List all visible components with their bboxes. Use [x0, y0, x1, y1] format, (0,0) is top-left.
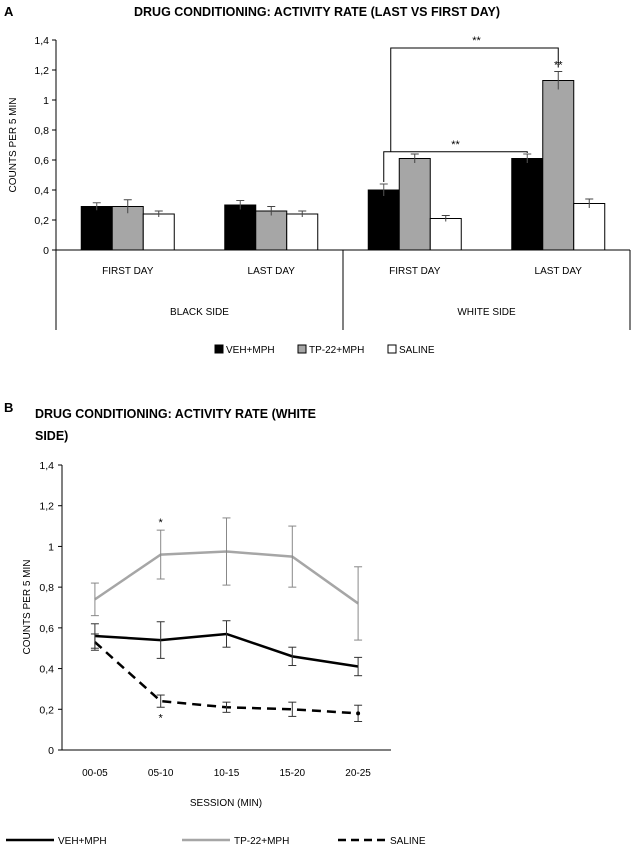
panel-b-x-axis: 00-05 05-10 10-15 15-20 20-25: [62, 749, 391, 779]
bar: [111, 206, 144, 251]
panel-a-significance: ** ** **: [383, 35, 563, 182]
panel-b-legend: VEH+MPH TP-22+MPH SALINE: [6, 836, 426, 847]
group-label: WHITE SIDE: [457, 307, 516, 318]
legend-label: VEH+MPH: [58, 836, 107, 847]
y-tick-label: 0,6: [39, 623, 54, 635]
panel-a-legend: VEH+MPH TP-22+MPH SALINE: [214, 344, 435, 356]
panel-b-title-line-2: SIDE): [35, 429, 68, 443]
panel-b-y-axis: 0 0,2 0,4 0,6 0,8 1 1,2 1,4: [39, 460, 63, 757]
bar: [367, 189, 400, 251]
bar: [255, 210, 288, 251]
legend-swatch: [387, 344, 397, 354]
bar: [429, 218, 462, 251]
y-tick-label: 0: [48, 745, 54, 757]
y-tick-label: 1,2: [39, 501, 54, 513]
x-tick-label: 00-05: [82, 768, 108, 779]
y-tick-label: 0,2: [34, 215, 49, 227]
legend-swatch: [297, 344, 307, 354]
y-tick-label: 0,6: [34, 155, 49, 167]
group-label: BLACK SIDE: [170, 307, 229, 318]
y-tick-label: 0,4: [39, 664, 54, 676]
bar: [511, 158, 544, 251]
significance-mark: **: [472, 35, 481, 47]
legend-label: SALINE: [390, 836, 426, 847]
bar: [542, 80, 575, 251]
legend-label: VEH+MPH: [226, 345, 275, 356]
category-label: FIRST DAY: [102, 266, 154, 277]
bar: [142, 213, 175, 251]
y-tick-label: 0,8: [39, 582, 54, 594]
y-tick-label: 0: [43, 245, 49, 257]
legend-label: TP-22+MPH: [234, 836, 289, 847]
significance-mark: **: [451, 139, 460, 151]
x-tick-label: 15-20: [280, 768, 306, 779]
y-tick-label: 1,4: [39, 460, 54, 472]
y-tick-label: 0,2: [39, 704, 54, 716]
x-tick-label: 20-25: [345, 768, 371, 779]
y-tick-label: 1: [48, 541, 54, 553]
x-tick-label: 05-10: [148, 768, 174, 779]
y-tick-label: 0,8: [34, 125, 49, 137]
legend-label: TP-22+MPH: [309, 345, 364, 356]
bar: [224, 204, 257, 251]
panel-a-title: DRUG CONDITIONING: ACTIVITY RATE (LAST V…: [134, 5, 500, 19]
significance-mark: **: [554, 60, 563, 72]
category-label: LAST DAY: [535, 266, 583, 277]
panel-a-label: A: [4, 4, 14, 19]
bar: [80, 206, 113, 251]
significance-mark: *: [159, 517, 164, 529]
bracket-tp22-first-last: [390, 47, 559, 152]
category-label: FIRST DAY: [389, 266, 441, 277]
panel-a-ylabel: COUNTS PER 5 MIN: [8, 97, 19, 192]
panel-b-lines: **: [90, 517, 363, 724]
panel-b-xlabel: SESSION (MIN): [190, 798, 262, 809]
legend-label: SALINE: [399, 345, 435, 356]
bar: [573, 203, 606, 251]
panel-b-title-line-1: DRUG CONDITIONING: ACTIVITY RATE (WHITE: [35, 407, 316, 421]
data-point: [356, 711, 361, 716]
bracket-veh-first-last: [383, 151, 528, 182]
panel-a-bars: [80, 71, 606, 251]
significance-mark: *: [159, 712, 164, 724]
x-tick-label: 10-15: [214, 768, 240, 779]
y-tick-label: 1,4: [34, 35, 49, 47]
bar: [286, 213, 319, 251]
y-tick-label: 1: [43, 95, 49, 107]
category-label: LAST DAY: [248, 266, 296, 277]
legend-swatch: [214, 344, 224, 354]
y-tick-label: 1,2: [34, 65, 49, 77]
y-tick-label: 0,4: [34, 185, 49, 197]
panel-b-label: B: [4, 400, 13, 415]
panel-b-ylabel: COUNTS PER 5 MIN: [22, 559, 33, 654]
bar: [398, 158, 431, 251]
panel-a-categories: FIRST DAY LAST DAY FIRST DAY LAST DAY BLACK …: [102, 250, 631, 330]
